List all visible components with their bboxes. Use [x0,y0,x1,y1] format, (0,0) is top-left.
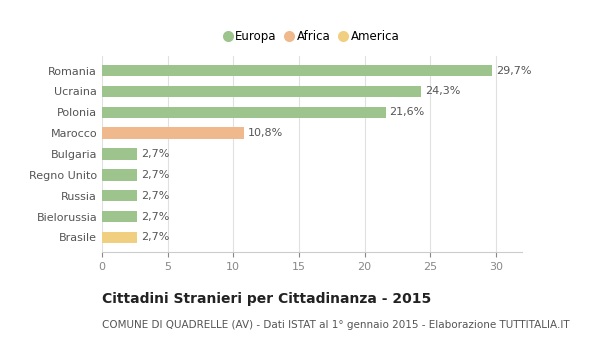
Text: 2,7%: 2,7% [142,149,170,159]
Bar [102,190,137,201]
Legend: Europa, Africa, America: Europa, Africa, America [221,27,403,47]
Text: 29,7%: 29,7% [496,66,531,76]
Text: 2,7%: 2,7% [142,211,170,222]
Bar [102,169,137,181]
Text: 10,8%: 10,8% [248,128,283,138]
Bar [102,148,137,160]
Text: 24,3%: 24,3% [425,86,460,97]
Bar [102,232,137,243]
Bar [102,211,137,222]
Text: 2,7%: 2,7% [142,191,170,201]
Bar [102,65,492,76]
Text: 21,6%: 21,6% [389,107,425,117]
Text: 2,7%: 2,7% [142,170,170,180]
Bar [102,107,386,118]
Text: 2,7%: 2,7% [142,232,170,242]
Text: COMUNE DI QUADRELLE (AV) - Dati ISTAT al 1° gennaio 2015 - Elaborazione TUTTITAL: COMUNE DI QUADRELLE (AV) - Dati ISTAT al… [102,320,569,330]
Bar [102,127,244,139]
Text: Cittadini Stranieri per Cittadinanza - 2015: Cittadini Stranieri per Cittadinanza - 2… [102,292,431,306]
Bar [102,86,421,97]
